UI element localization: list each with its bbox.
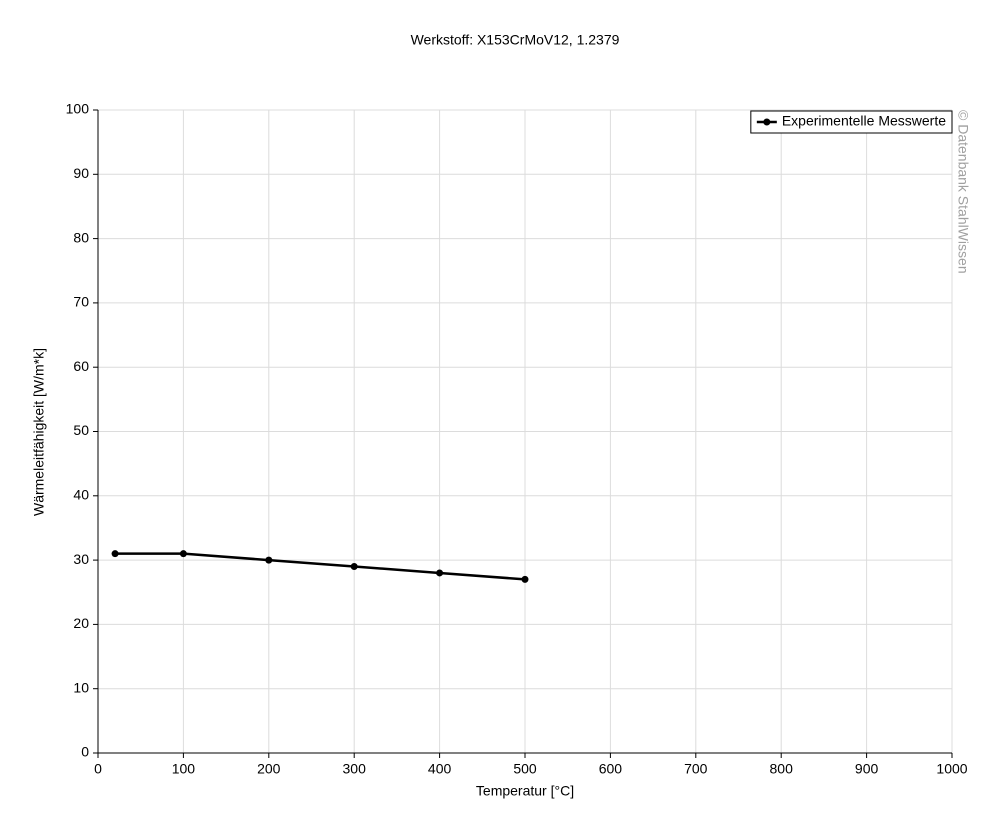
legend: Experimentelle Messwerte xyxy=(750,110,953,134)
legend-box xyxy=(750,110,953,134)
x-axis-label: Temperatur [°C] xyxy=(476,783,574,799)
x-tick-label: 300 xyxy=(343,761,367,777)
y-tick-label: 10 xyxy=(73,679,89,695)
chart-title: Werkstoff: X153CrMoV12, 1.2379 xyxy=(411,32,620,48)
x-tick-label: 700 xyxy=(684,761,708,777)
data-point xyxy=(111,550,119,558)
y-tick-label: 20 xyxy=(73,615,89,631)
x-tick-label: 100 xyxy=(172,761,196,777)
x-tick-label: 500 xyxy=(513,761,537,777)
data-point xyxy=(179,550,187,558)
legend-marker xyxy=(763,118,771,126)
x-tick-label: 400 xyxy=(428,761,452,777)
y-tick-label: 50 xyxy=(73,422,89,438)
y-tick-label: 80 xyxy=(73,229,89,245)
y-tick-label: 70 xyxy=(73,294,89,310)
x-tick-label: 900 xyxy=(855,761,879,777)
legend-label: Experimentelle Messwerte xyxy=(782,113,946,129)
data-point xyxy=(436,569,444,577)
watermark: © Datenbank StahlWissen xyxy=(955,110,971,274)
y-tick-label: 90 xyxy=(73,165,89,181)
x-tick-label: 0 xyxy=(94,761,102,777)
y-tick-label: 30 xyxy=(73,551,89,567)
x-tick-label: 1000 xyxy=(936,761,967,777)
y-axis-label: Wärmeleitfähigkeit [W/m*k] xyxy=(31,348,47,516)
data-point xyxy=(521,575,529,583)
x-tick-label: 600 xyxy=(599,761,623,777)
y-tick-label: 0 xyxy=(81,744,89,760)
x-tick-label: 800 xyxy=(770,761,794,777)
y-tick-label: 100 xyxy=(66,101,90,117)
data-line xyxy=(115,552,526,581)
x-tick-label: 200 xyxy=(257,761,281,777)
y-tick-label: 40 xyxy=(73,487,89,503)
data-point xyxy=(265,556,273,564)
y-tick-label: 60 xyxy=(73,358,89,374)
data-point xyxy=(350,563,358,571)
